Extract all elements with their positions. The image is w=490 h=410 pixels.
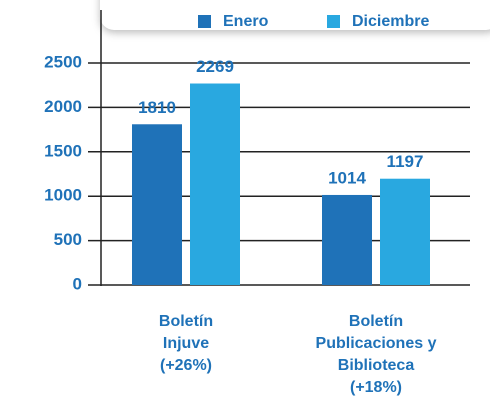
value-label: 1014 — [328, 168, 366, 187]
y-tick-label: 1500 — [44, 141, 82, 160]
bar — [380, 178, 430, 285]
bar — [322, 194, 372, 285]
legend-swatch — [327, 15, 340, 28]
y-tick-label: 500 — [54, 230, 82, 249]
bar — [190, 83, 240, 285]
y-tick-label: 0 — [73, 274, 82, 293]
legend-label: Diciembre — [352, 13, 429, 30]
legend-label: Enero — [223, 13, 269, 30]
legend-swatch — [198, 15, 211, 28]
y-tick-label: 2000 — [44, 97, 82, 116]
y-tick-label: 2500 — [44, 52, 82, 71]
x-tick-label: Boletín Injuve (+26%) — [158, 313, 214, 374]
bar — [132, 124, 182, 285]
value-label: 1810 — [138, 98, 176, 117]
value-label: 2269 — [196, 57, 234, 76]
y-tick-label: 1000 — [44, 186, 82, 205]
value-label: 1197 — [387, 152, 424, 171]
x-tick-label: Boletín Publicaciones y Biblioteca (+18%… — [315, 313, 437, 396]
legend-panel — [100, 0, 490, 30]
